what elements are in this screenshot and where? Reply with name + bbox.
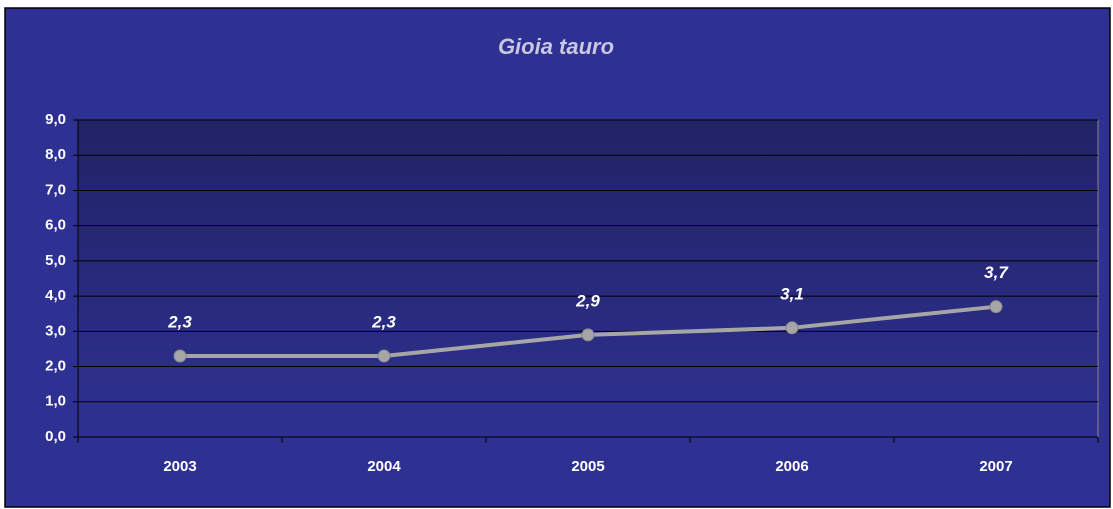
y-tick-label: 5,0 bbox=[45, 252, 66, 269]
data-point bbox=[785, 321, 799, 335]
plot-area bbox=[77, 119, 1099, 438]
y-tick-label: 6,0 bbox=[45, 217, 66, 234]
y-tick-label: 7,0 bbox=[45, 181, 66, 198]
data-label: 2,3 bbox=[371, 312, 396, 331]
y-tick-label: 0,0 bbox=[45, 428, 66, 445]
y-tick-label: 4,0 bbox=[45, 287, 66, 304]
data-label: 2,9 bbox=[575, 291, 600, 310]
data-point bbox=[581, 328, 595, 342]
x-tick-label: 2004 bbox=[367, 458, 401, 475]
data-point bbox=[173, 349, 187, 363]
data-label: 3,1 bbox=[780, 284, 804, 303]
data-label: 3,7 bbox=[984, 263, 1009, 282]
x-tick-label: 2003 bbox=[163, 458, 196, 475]
y-tick-label: 2,0 bbox=[45, 358, 66, 375]
x-tick-label: 2007 bbox=[979, 458, 1012, 475]
y-tick-label: 8,0 bbox=[45, 146, 66, 163]
chart-title: Gioia tauro bbox=[498, 34, 614, 59]
y-tick-label: 1,0 bbox=[45, 393, 66, 410]
data-point bbox=[989, 300, 1003, 314]
data-label: 2,3 bbox=[167, 312, 192, 331]
data-point bbox=[377, 349, 391, 363]
y-tick-label: 9,0 bbox=[45, 111, 66, 128]
x-tick-label: 2006 bbox=[775, 458, 808, 475]
y-tick-label: 3,0 bbox=[45, 322, 66, 339]
x-tick-label: 2005 bbox=[571, 458, 604, 475]
